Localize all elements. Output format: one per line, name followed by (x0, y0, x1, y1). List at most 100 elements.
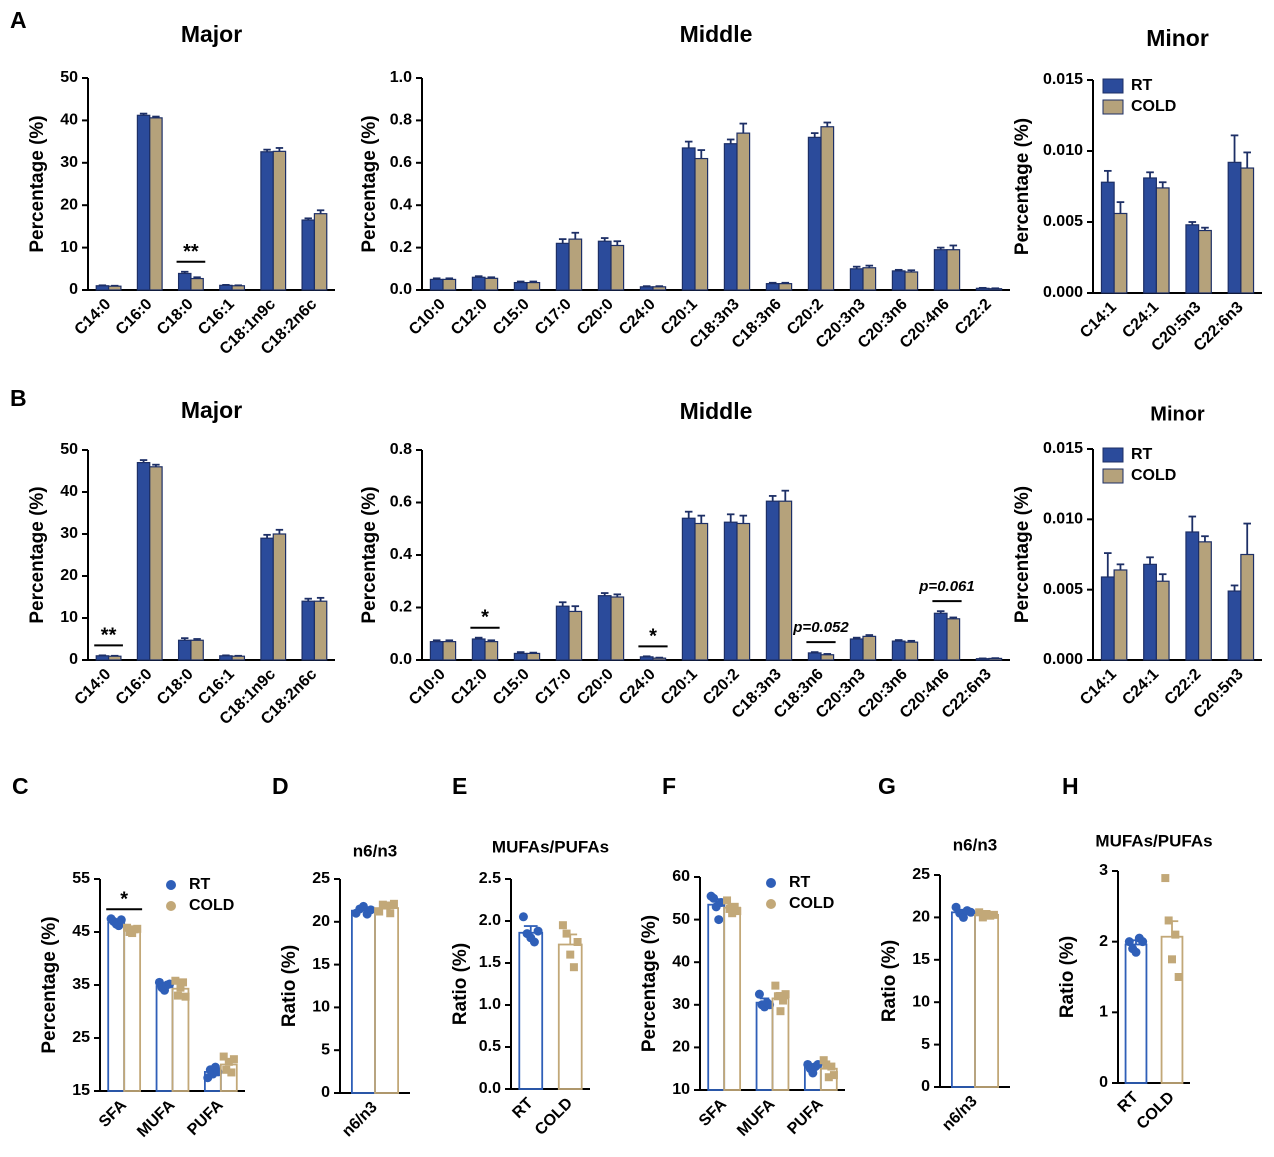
bar (374, 907, 400, 1094)
y-tick-label: 2.5 (479, 870, 501, 887)
y-tick-label: 0.000 (1043, 284, 1083, 301)
bar (1124, 943, 1148, 1084)
legend-label: RT (189, 876, 211, 893)
y-axis-label: Ratio (%) (450, 943, 471, 1025)
bar (555, 242, 570, 291)
data-point (116, 915, 126, 925)
x-tick-label: C14:1 (1077, 666, 1120, 709)
data-point (771, 981, 780, 990)
panel-letter: C (12, 773, 29, 799)
bar (862, 267, 877, 291)
bar (652, 286, 667, 291)
bar (778, 283, 793, 291)
legend-label: COLD (189, 897, 234, 914)
x-tick-label: C10:0 (406, 666, 449, 709)
y-tick-label: 50 (672, 911, 690, 928)
y-tick-label: 3 (1099, 862, 1108, 879)
bar (849, 638, 864, 661)
bar (849, 268, 864, 291)
x-tick-label: C14:0 (72, 666, 115, 709)
y-axis-label: Percentage (%) (639, 915, 660, 1052)
data-point (358, 901, 368, 911)
data-point (181, 992, 190, 1001)
chart-title: Major (181, 21, 242, 47)
legend-label: RT (1131, 446, 1153, 463)
bar (862, 635, 877, 661)
data-point (1168, 955, 1176, 964)
x-tick-label: C18:0 (154, 666, 197, 709)
legend-marker (1102, 468, 1124, 484)
panel-letter: D (272, 773, 289, 799)
data-point (227, 1068, 236, 1077)
y-tick-label: 0.0 (479, 1080, 501, 1097)
bar (568, 610, 583, 661)
legend-marker (1102, 99, 1124, 115)
x-tick-label: COLD (532, 1095, 576, 1139)
bar (107, 655, 122, 661)
bar (429, 278, 444, 291)
y-tick-label: 0.0 (390, 651, 412, 668)
bar (988, 657, 1003, 661)
data-point (733, 907, 742, 916)
data-point (723, 896, 732, 905)
legend-label: RT (1131, 77, 1153, 94)
legend-marker (1102, 447, 1124, 463)
bar (988, 288, 1003, 291)
bar (639, 656, 654, 661)
bar (1240, 553, 1255, 661)
bar (951, 911, 976, 1088)
data-point (824, 1073, 833, 1082)
data-point (222, 1065, 231, 1074)
bar (610, 244, 625, 291)
y-tick-label: 0 (69, 281, 78, 298)
data-point (1131, 947, 1141, 957)
bar (904, 641, 919, 661)
bar (610, 596, 625, 661)
x-tick-label: C20:0 (574, 666, 617, 709)
y-tick-label: 0.010 (1043, 511, 1083, 528)
chart-title: Minor (1146, 25, 1209, 51)
data-point (966, 907, 976, 917)
y-tick-label: 1.0 (390, 69, 412, 86)
data-point (179, 978, 188, 987)
bar (723, 521, 738, 661)
data-point (829, 1071, 838, 1080)
legend-marker (166, 901, 176, 911)
y-tick-label: 1.5 (479, 954, 501, 971)
data-point (1124, 937, 1134, 947)
y-tick-label: 25 (312, 870, 330, 887)
y-tick-label: 25 (912, 866, 930, 883)
bar (260, 537, 274, 661)
data-point (558, 921, 567, 930)
y-tick-label: 5 (321, 1041, 330, 1058)
chart-title: Middle (680, 398, 753, 424)
bar (597, 240, 612, 291)
bar (272, 533, 287, 661)
data-point (229, 1055, 238, 1064)
y-tick-label: 0 (321, 1084, 330, 1101)
bar (301, 219, 316, 291)
bar (723, 143, 738, 291)
x-tick-label: C15:0 (490, 296, 533, 339)
y-tick-label: 2 (1099, 933, 1108, 950)
bar (526, 652, 541, 661)
bar (694, 157, 709, 291)
bar (231, 285, 246, 291)
x-tick-label: PUFA (184, 1096, 227, 1139)
bar (765, 500, 780, 661)
x-tick-label: C12:0 (448, 296, 491, 339)
bar (442, 278, 457, 291)
bar (1100, 576, 1115, 661)
data-point (123, 923, 132, 932)
y-tick-label: 0 (921, 1078, 930, 1095)
bar (219, 284, 233, 291)
y-tick-label: 20 (60, 196, 78, 213)
bar (484, 641, 499, 661)
y-tick-label: 0 (69, 651, 78, 668)
y-axis-label: Ratio (%) (1057, 936, 1078, 1018)
y-tick-label: 0.2 (390, 239, 412, 256)
data-point (566, 950, 575, 959)
y-axis-label: Percentage (%) (39, 916, 60, 1053)
bar (778, 500, 793, 661)
bar (1100, 181, 1115, 294)
